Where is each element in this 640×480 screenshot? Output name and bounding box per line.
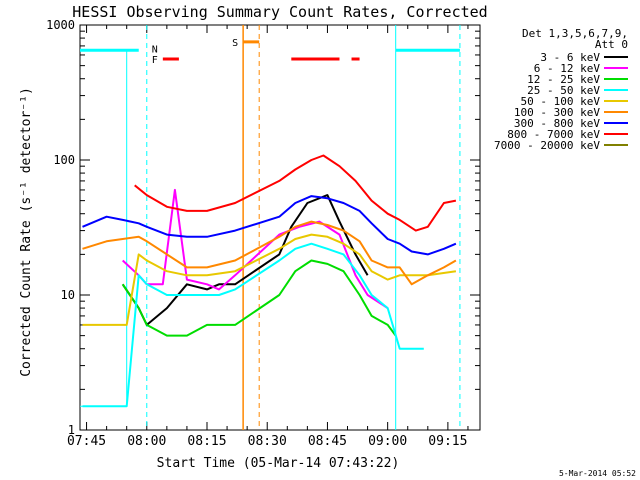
series-line [82,242,424,408]
x-tick-label: 08:15 [187,434,226,449]
x-tick-label: 08:30 [248,434,287,449]
status-overlay: NF S [80,25,461,430]
series-line [122,188,389,309]
legend-entry-label: 7000 - 20000 keV [494,139,600,152]
flag-n-label: N [152,44,158,55]
y-axis-label: Corrected Count Rate (s⁻¹ detector⁻¹) [19,87,34,377]
legend-entry-label: 50 - 100 keV [521,95,601,108]
series-line [82,195,457,256]
legend-entry-label: 3 - 6 keV [540,51,600,64]
legend-title: Det 1,3,5,6,7,9, [522,27,628,40]
x-tick-label: 08:45 [308,434,347,449]
flag-s-label: S [232,38,238,49]
x-tick-label: 09:15 [428,434,467,449]
y-tick-label: 10 [61,288,75,302]
x-axis-label: Start Time (05-Mar-14 07:43:22) [157,456,400,471]
x-tick-label: 07:45 [67,434,106,449]
y-tick-label: 100 [53,153,75,167]
x-tick-label: 09:00 [368,434,407,449]
series-line [82,220,457,286]
legend-title: Att 0 [595,38,628,51]
chart-title: HESSI Observing Summary Count Rates, Cor… [72,3,487,21]
flag-f-label: F [152,55,158,66]
series-line [134,154,457,232]
series-line [121,259,397,337]
y-tick-label: 1000 [46,18,75,32]
legend-entry-label: 100 - 300 keV [514,106,600,119]
series-layer [82,154,457,408]
series-line [121,194,369,326]
y-tick-label: 1 [68,423,75,437]
footer-date: 5-Mar-2014 05:52 [559,469,636,478]
legend-entry-label: 25 - 50 keV [527,84,600,97]
legend-entry-label: 800 - 7000 keV [507,128,600,141]
plot-area [79,24,481,431]
axis-ticks: 07:45 08:00 08:15 08:30 08:45 09:00 09:15 1 10 10… [46,18,480,449]
x-tick-label: 08:00 [127,434,166,449]
legend-entry-label: 6 - 12 keV [534,62,601,75]
legend-entry-label: 12 - 25 keV [527,73,600,86]
plot-frame [79,24,481,431]
series-line [82,233,457,326]
legend-entry-label: 300 - 800 keV [514,117,600,130]
